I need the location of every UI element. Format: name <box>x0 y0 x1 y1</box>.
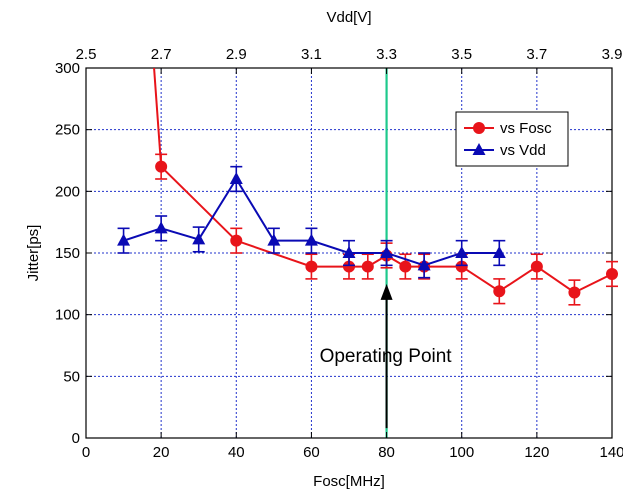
data-point-marker <box>192 232 206 245</box>
x-axis-title: Fosc[MHz] <box>313 473 385 490</box>
data-point-marker <box>305 260 318 273</box>
x2-tick-label: 2.9 <box>226 46 247 63</box>
series-vs-vdd <box>117 165 506 279</box>
x2-tick-label: 2.5 <box>76 46 97 63</box>
data-point-marker <box>492 246 506 258</box>
axis-ticks: 0 20 40 60 80 100 120 140 2.5 2.7 2.9 3.1 3.3 3.5 3.7 3… <box>55 46 623 461</box>
data-point-marker <box>380 246 394 258</box>
x2-tick-label: 3.9 <box>602 46 623 63</box>
x2-tick-label: 3.3 <box>376 46 397 63</box>
y-tick-label: 200 <box>55 183 80 200</box>
legend-swatch-marker <box>472 143 486 155</box>
data-point-marker <box>230 234 243 247</box>
y-tick-label: 250 <box>55 122 80 139</box>
legend-box <box>455 111 569 167</box>
legend-label: vs Fosc <box>500 120 552 137</box>
annotation-arrow-head <box>380 283 393 300</box>
data-point-marker <box>606 267 618 280</box>
x-tick-label: 100 <box>449 444 474 461</box>
data-point-marker <box>399 260 412 273</box>
x-tick-label: 140 <box>599 444 623 461</box>
y-tick-label: 50 <box>63 368 80 385</box>
annotation-group: Operating Point <box>320 283 453 429</box>
y-tick-label: 300 <box>55 60 80 77</box>
data-point-marker <box>304 233 318 246</box>
data-point-marker <box>530 260 543 273</box>
y-tick-label: 150 <box>55 245 80 262</box>
data-point-marker <box>493 285 506 298</box>
data-point-marker <box>229 172 243 184</box>
series-group <box>117 68 618 306</box>
x2-tick-label: 3.5 <box>451 46 472 63</box>
x-tick-label: 0 <box>82 444 90 461</box>
x-tick-label: 20 <box>153 444 170 461</box>
x-tick-label: 60 <box>303 444 320 461</box>
x2-axis-title: Vdd[V] <box>326 9 371 26</box>
x2-tick-label: 3.7 <box>526 46 547 63</box>
data-point-marker <box>417 258 431 271</box>
data-point-marker <box>343 260 355 273</box>
x-tick-label: 120 <box>524 444 549 461</box>
x2-tick-label: 3.1 <box>301 46 322 63</box>
data-point-marker <box>568 286 581 299</box>
data-point-marker <box>361 260 374 273</box>
data-point-marker <box>154 221 168 234</box>
y-tick-label: 100 <box>55 307 80 324</box>
data-point-marker <box>455 246 469 258</box>
y-axis-title: Jitter[ps] <box>25 225 42 282</box>
x-tick-label: 80 <box>378 444 395 461</box>
annotation-label: Operating Point <box>320 346 453 367</box>
y-tick-label: 0 <box>72 430 80 447</box>
legend: vs Fosc vs Vdd <box>455 111 569 167</box>
series-line <box>153 68 612 294</box>
data-point-marker <box>455 260 468 273</box>
data-point-marker <box>342 246 356 258</box>
x2-tick-label: 2.7 <box>151 46 172 63</box>
data-point-marker <box>155 160 168 173</box>
x-tick-label: 40 <box>228 444 245 461</box>
data-point-marker <box>267 233 281 246</box>
legend-label: vs Vdd <box>500 142 546 159</box>
legend-swatch-marker <box>473 122 485 134</box>
data-point-marker <box>117 233 131 246</box>
